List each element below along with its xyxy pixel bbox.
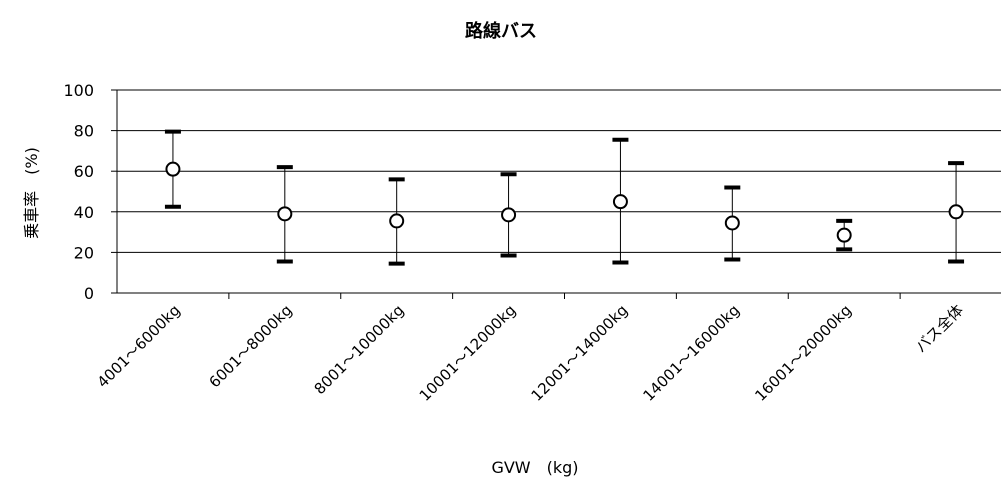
data-point-2 [389, 213, 405, 229]
x-axis-label: GVW (kg) [491, 458, 578, 477]
data-point-4 [612, 194, 628, 210]
data-point-0 [165, 161, 181, 177]
data-points [165, 161, 964, 243]
y-tick-label-100: 100 [63, 81, 94, 100]
x-tick-label-2: 8001～10000kg [311, 301, 408, 398]
x-tick-labels: 4001～6000kg 6001～8000kg 8001～10000kg 10001～… [94, 301, 967, 405]
y-tick-labels: 0 20 40 60 80 100 [63, 81, 94, 303]
data-point-5 [724, 215, 740, 231]
y-tick-label-40: 40 [74, 203, 94, 222]
y-tick-label-60: 60 [74, 162, 94, 181]
data-point-3 [501, 207, 517, 223]
x-tick-label-6: 16001～20000kg [751, 301, 855, 405]
y-tick-label-20: 20 [74, 243, 94, 262]
x-tick-label-3: 10001～12000kg [416, 301, 520, 405]
error-bars [164, 129, 965, 266]
y-tick-label-80: 80 [74, 122, 94, 141]
x-tick-label-4: 12001～14000kg [528, 301, 632, 405]
y-axis-label: 乗車率 (%) [22, 147, 41, 239]
x-tick-label-7: バス全体 [912, 301, 967, 356]
axes [111, 89, 1001, 299]
x-tick-label-0: 4001～6000kg [94, 301, 184, 391]
grid-lines [117, 89, 1001, 253]
x-tick-label-1: 6001～8000kg [205, 301, 295, 391]
y-tick-label-0: 0 [84, 284, 94, 303]
chart-title: 路線バス [465, 20, 537, 42]
x-tick-label-5: 14001～16000kg [639, 301, 743, 405]
data-point-7 [948, 204, 964, 220]
data-point-1 [277, 206, 293, 222]
data-point-6 [836, 227, 852, 243]
